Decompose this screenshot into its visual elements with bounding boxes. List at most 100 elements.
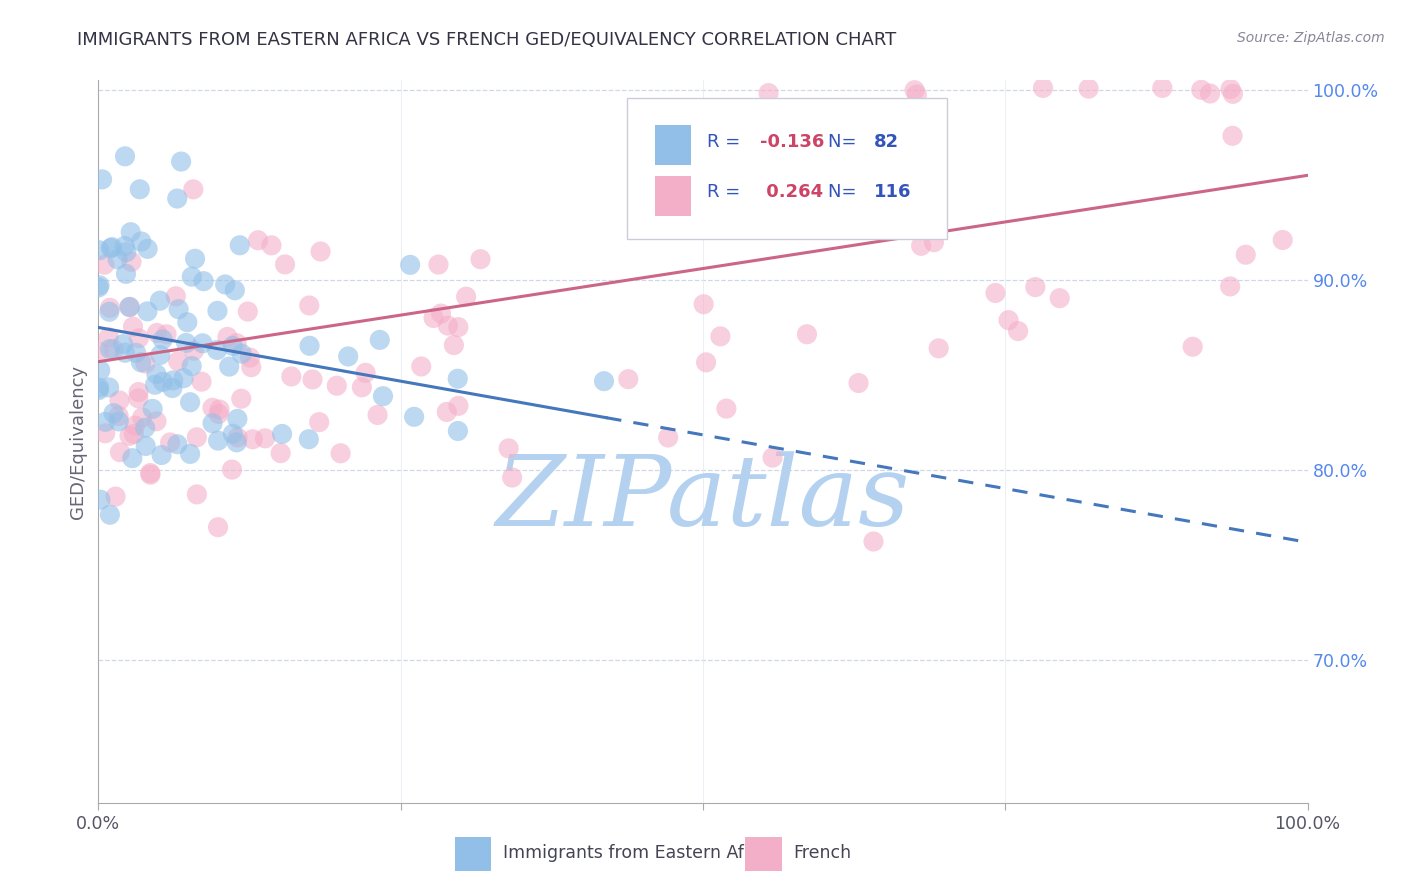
Point — [89, 278, 111, 293]
Point — [239, 351, 262, 365]
Point — [98, 342, 121, 356]
Point — [447, 424, 470, 438]
Text: R =: R = — [707, 133, 745, 151]
FancyBboxPatch shape — [745, 837, 782, 871]
Point — [260, 238, 283, 252]
Point — [447, 372, 470, 386]
Point — [128, 385, 150, 400]
Point — [190, 375, 212, 389]
Point — [1234, 248, 1257, 262]
Point — [207, 303, 229, 318]
Point — [134, 357, 156, 371]
Point — [107, 414, 129, 428]
Point — [1222, 87, 1244, 101]
Point — [797, 181, 820, 195]
Point — [447, 320, 470, 334]
Text: N=: N= — [828, 183, 862, 202]
Point — [100, 241, 122, 255]
Point — [617, 372, 640, 386]
Point — [427, 258, 450, 272]
Point — [108, 393, 131, 408]
Point — [659, 109, 682, 123]
Point — [240, 360, 263, 375]
Point — [498, 442, 520, 456]
Point — [298, 339, 321, 353]
FancyBboxPatch shape — [627, 98, 948, 239]
Text: ZIPatlas: ZIPatlas — [496, 451, 910, 547]
Point — [201, 416, 224, 430]
Point — [329, 446, 352, 460]
Point — [118, 300, 141, 314]
Point — [139, 466, 162, 480]
Point — [170, 154, 193, 169]
Point — [354, 366, 377, 380]
Text: R =: R = — [707, 183, 745, 202]
Point — [222, 339, 245, 353]
Point — [167, 354, 190, 368]
Point — [1077, 81, 1099, 95]
Point — [87, 344, 110, 359]
Point — [221, 462, 243, 476]
Point — [876, 134, 898, 148]
Point — [166, 437, 188, 451]
Point — [118, 429, 141, 443]
Point — [124, 418, 146, 433]
Point — [270, 446, 292, 460]
Point — [89, 492, 111, 507]
Point — [98, 380, 121, 394]
Point — [183, 343, 205, 358]
Point — [121, 451, 143, 466]
Point — [127, 392, 149, 406]
Point — [766, 180, 789, 194]
Point — [97, 330, 120, 344]
Point — [247, 233, 270, 247]
Point — [122, 319, 145, 334]
Point — [226, 430, 249, 444]
Point — [695, 355, 717, 369]
Point — [150, 448, 173, 462]
Point — [131, 410, 153, 425]
Point — [1219, 82, 1241, 96]
Point — [193, 274, 215, 288]
Point — [131, 235, 153, 249]
Point — [225, 435, 247, 450]
Point — [326, 378, 349, 392]
Point — [107, 409, 129, 423]
Text: N=: N= — [828, 133, 862, 151]
Point — [143, 377, 166, 392]
Point — [128, 331, 150, 345]
Point — [280, 369, 302, 384]
Point — [922, 235, 945, 250]
Point — [114, 345, 136, 359]
Point — [98, 508, 121, 522]
Point — [125, 346, 148, 360]
Point — [904, 83, 927, 97]
Point — [1024, 280, 1046, 294]
Point — [242, 432, 264, 446]
Point — [103, 342, 125, 356]
Point — [721, 163, 744, 178]
Point — [905, 87, 928, 102]
Point — [430, 307, 453, 321]
Point — [298, 432, 321, 446]
Point — [121, 255, 143, 269]
Point — [236, 304, 259, 318]
Point — [89, 244, 111, 258]
Point — [181, 182, 204, 196]
Point — [301, 372, 323, 386]
Point — [207, 407, 229, 421]
Point — [1222, 128, 1244, 143]
Point — [162, 373, 184, 387]
Point — [145, 414, 167, 428]
FancyBboxPatch shape — [655, 176, 690, 216]
Point — [94, 415, 117, 429]
Point — [134, 421, 156, 435]
Point — [271, 427, 294, 442]
Point — [308, 415, 330, 429]
Point — [447, 399, 470, 413]
Point — [217, 330, 239, 344]
Point — [222, 426, 245, 441]
Point — [769, 178, 792, 193]
Point — [443, 338, 465, 352]
Point — [114, 239, 136, 253]
